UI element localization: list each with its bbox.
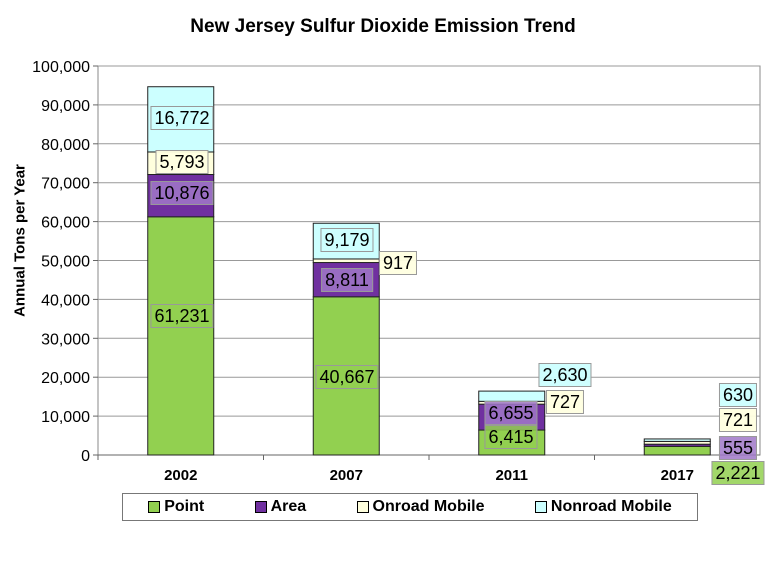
data-label: 2,630 <box>538 363 592 387</box>
data-label: 6,415 <box>484 425 538 449</box>
data-label: 61,231 <box>150 304 214 328</box>
data-label: 555 <box>718 436 758 460</box>
data-label: 5,793 <box>155 150 209 174</box>
y-tick-label: 90,000 <box>41 98 90 115</box>
chart-title: New Jersey Sulfur Dioxide Emission Trend <box>190 16 576 37</box>
bar-point-2017 <box>643 445 711 456</box>
data-label: 6,655 <box>484 401 538 425</box>
y-tick-label: 80,000 <box>41 137 90 154</box>
legend-item: Area <box>254 498 307 516</box>
data-label: 727 <box>545 390 585 414</box>
bar-onroad-mobile-2007 <box>312 258 380 264</box>
y-tick-label: 50,000 <box>41 254 90 271</box>
data-label: 16,772 <box>150 106 214 130</box>
data-label: 721 <box>718 408 758 432</box>
data-label: 8,811 <box>321 268 373 292</box>
y-tick-label: 60,000 <box>41 215 90 232</box>
legend-label: Area <box>270 498 307 515</box>
legend: Point Area Onroad Mobile Nonroad Mobile <box>122 493 698 521</box>
x-tick-label: 2007 <box>330 467 363 484</box>
legend-label: Nonroad Mobile <box>550 498 672 515</box>
x-tick-label: 2017 <box>661 467 694 484</box>
y-tick-label: 40,000 <box>41 292 90 309</box>
bar-nonroad-mobile-2017 <box>643 438 711 442</box>
bar-nonroad-mobile-2011 <box>478 390 546 402</box>
data-label: 10,876 <box>150 181 214 205</box>
y-tick-label: 0 <box>81 448 90 465</box>
y-tick-label: 20,000 <box>41 370 90 387</box>
y-tick-label: 30,000 <box>41 331 90 348</box>
data-label: 917 <box>378 251 418 275</box>
legend-item: Point <box>148 498 204 516</box>
x-tick-label: 2002 <box>164 467 197 484</box>
data-label: 630 <box>718 383 758 407</box>
legend-item: Nonroad Mobile <box>534 498 672 516</box>
y-tick-label: 70,000 <box>41 176 90 193</box>
y-tick-label: 10,000 <box>41 409 90 426</box>
legend-swatch <box>356 501 369 513</box>
legend-item: Onroad Mobile <box>356 498 485 516</box>
data-label: 9,179 <box>320 228 374 252</box>
legend-swatch <box>534 501 547 513</box>
legend-swatch <box>148 501 161 513</box>
legend-label: Onroad Mobile <box>372 498 485 515</box>
data-label: 40,667 <box>315 365 379 389</box>
x-tick-label: 2011 <box>495 467 528 484</box>
legend-label: Point <box>164 498 205 515</box>
data-label: 2,221 <box>711 461 765 485</box>
y-tick-label: 100,000 <box>32 59 90 76</box>
legend-swatch <box>254 501 267 513</box>
bar-point-2002 <box>147 216 215 456</box>
